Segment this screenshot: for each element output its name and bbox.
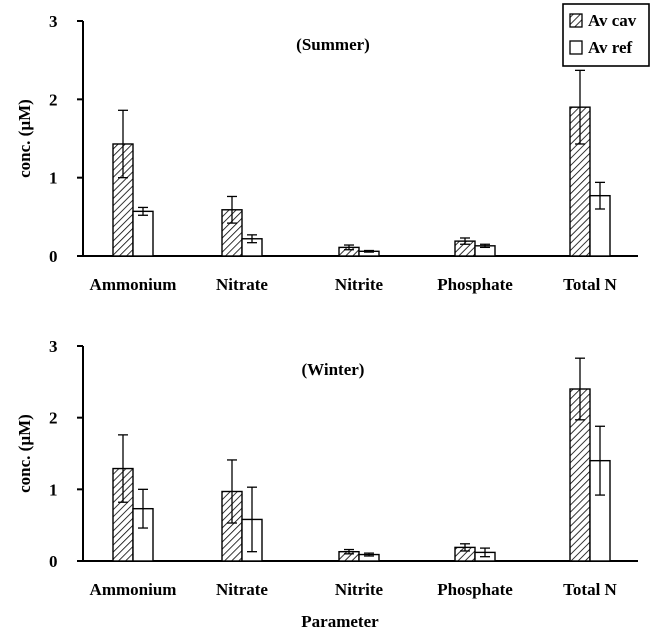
- panel-title: (Summer): [296, 35, 370, 54]
- y-tick-label: 1: [49, 169, 58, 188]
- y-tick-label: 2: [49, 90, 58, 109]
- panel-title: (Winter): [302, 360, 365, 379]
- category-label: Nitrite: [335, 580, 384, 599]
- category-label: Phosphate: [437, 580, 513, 599]
- y-tick-label: 2: [49, 409, 58, 428]
- category-label: Total N: [563, 580, 617, 599]
- category-label: Nitrate: [216, 580, 268, 599]
- legend-label: Av cav: [588, 11, 637, 30]
- y-tick-label: 0: [49, 247, 58, 266]
- y-axis-label: conc. (µM): [15, 99, 34, 178]
- legend: Av cav Av ref: [562, 3, 650, 67]
- category-label: Total N: [563, 275, 617, 294]
- y-tick-label: 3: [49, 12, 58, 31]
- category-label: Nitrite: [335, 275, 384, 294]
- chart-panel-2: 0 1 2 3 conc. (µM) (Winter) Ammonium Nitrate Nit…: [15, 337, 638, 631]
- bar-av-ref: [132, 210, 154, 257]
- category-label: Phosphate: [437, 275, 513, 294]
- legend-swatch: [569, 13, 583, 28]
- legend-label: Av ref: [588, 38, 633, 57]
- y-axis-label: conc. (µM): [15, 414, 34, 493]
- legend-swatch: [569, 40, 583, 55]
- category-label: Ammonium: [90, 275, 177, 294]
- category-label: Nitrate: [216, 275, 268, 294]
- y-tick-label: 1: [49, 480, 58, 499]
- y-tick-label: 0: [49, 552, 58, 571]
- chart-panel-1: 0 1 2 3 conc. (µM) (Summer) Ammonium Nitrate Nit…: [15, 3, 650, 294]
- x-axis-label: Parameter: [301, 612, 379, 631]
- y-tick-label: 3: [49, 337, 58, 356]
- category-label: Ammonium: [90, 580, 177, 599]
